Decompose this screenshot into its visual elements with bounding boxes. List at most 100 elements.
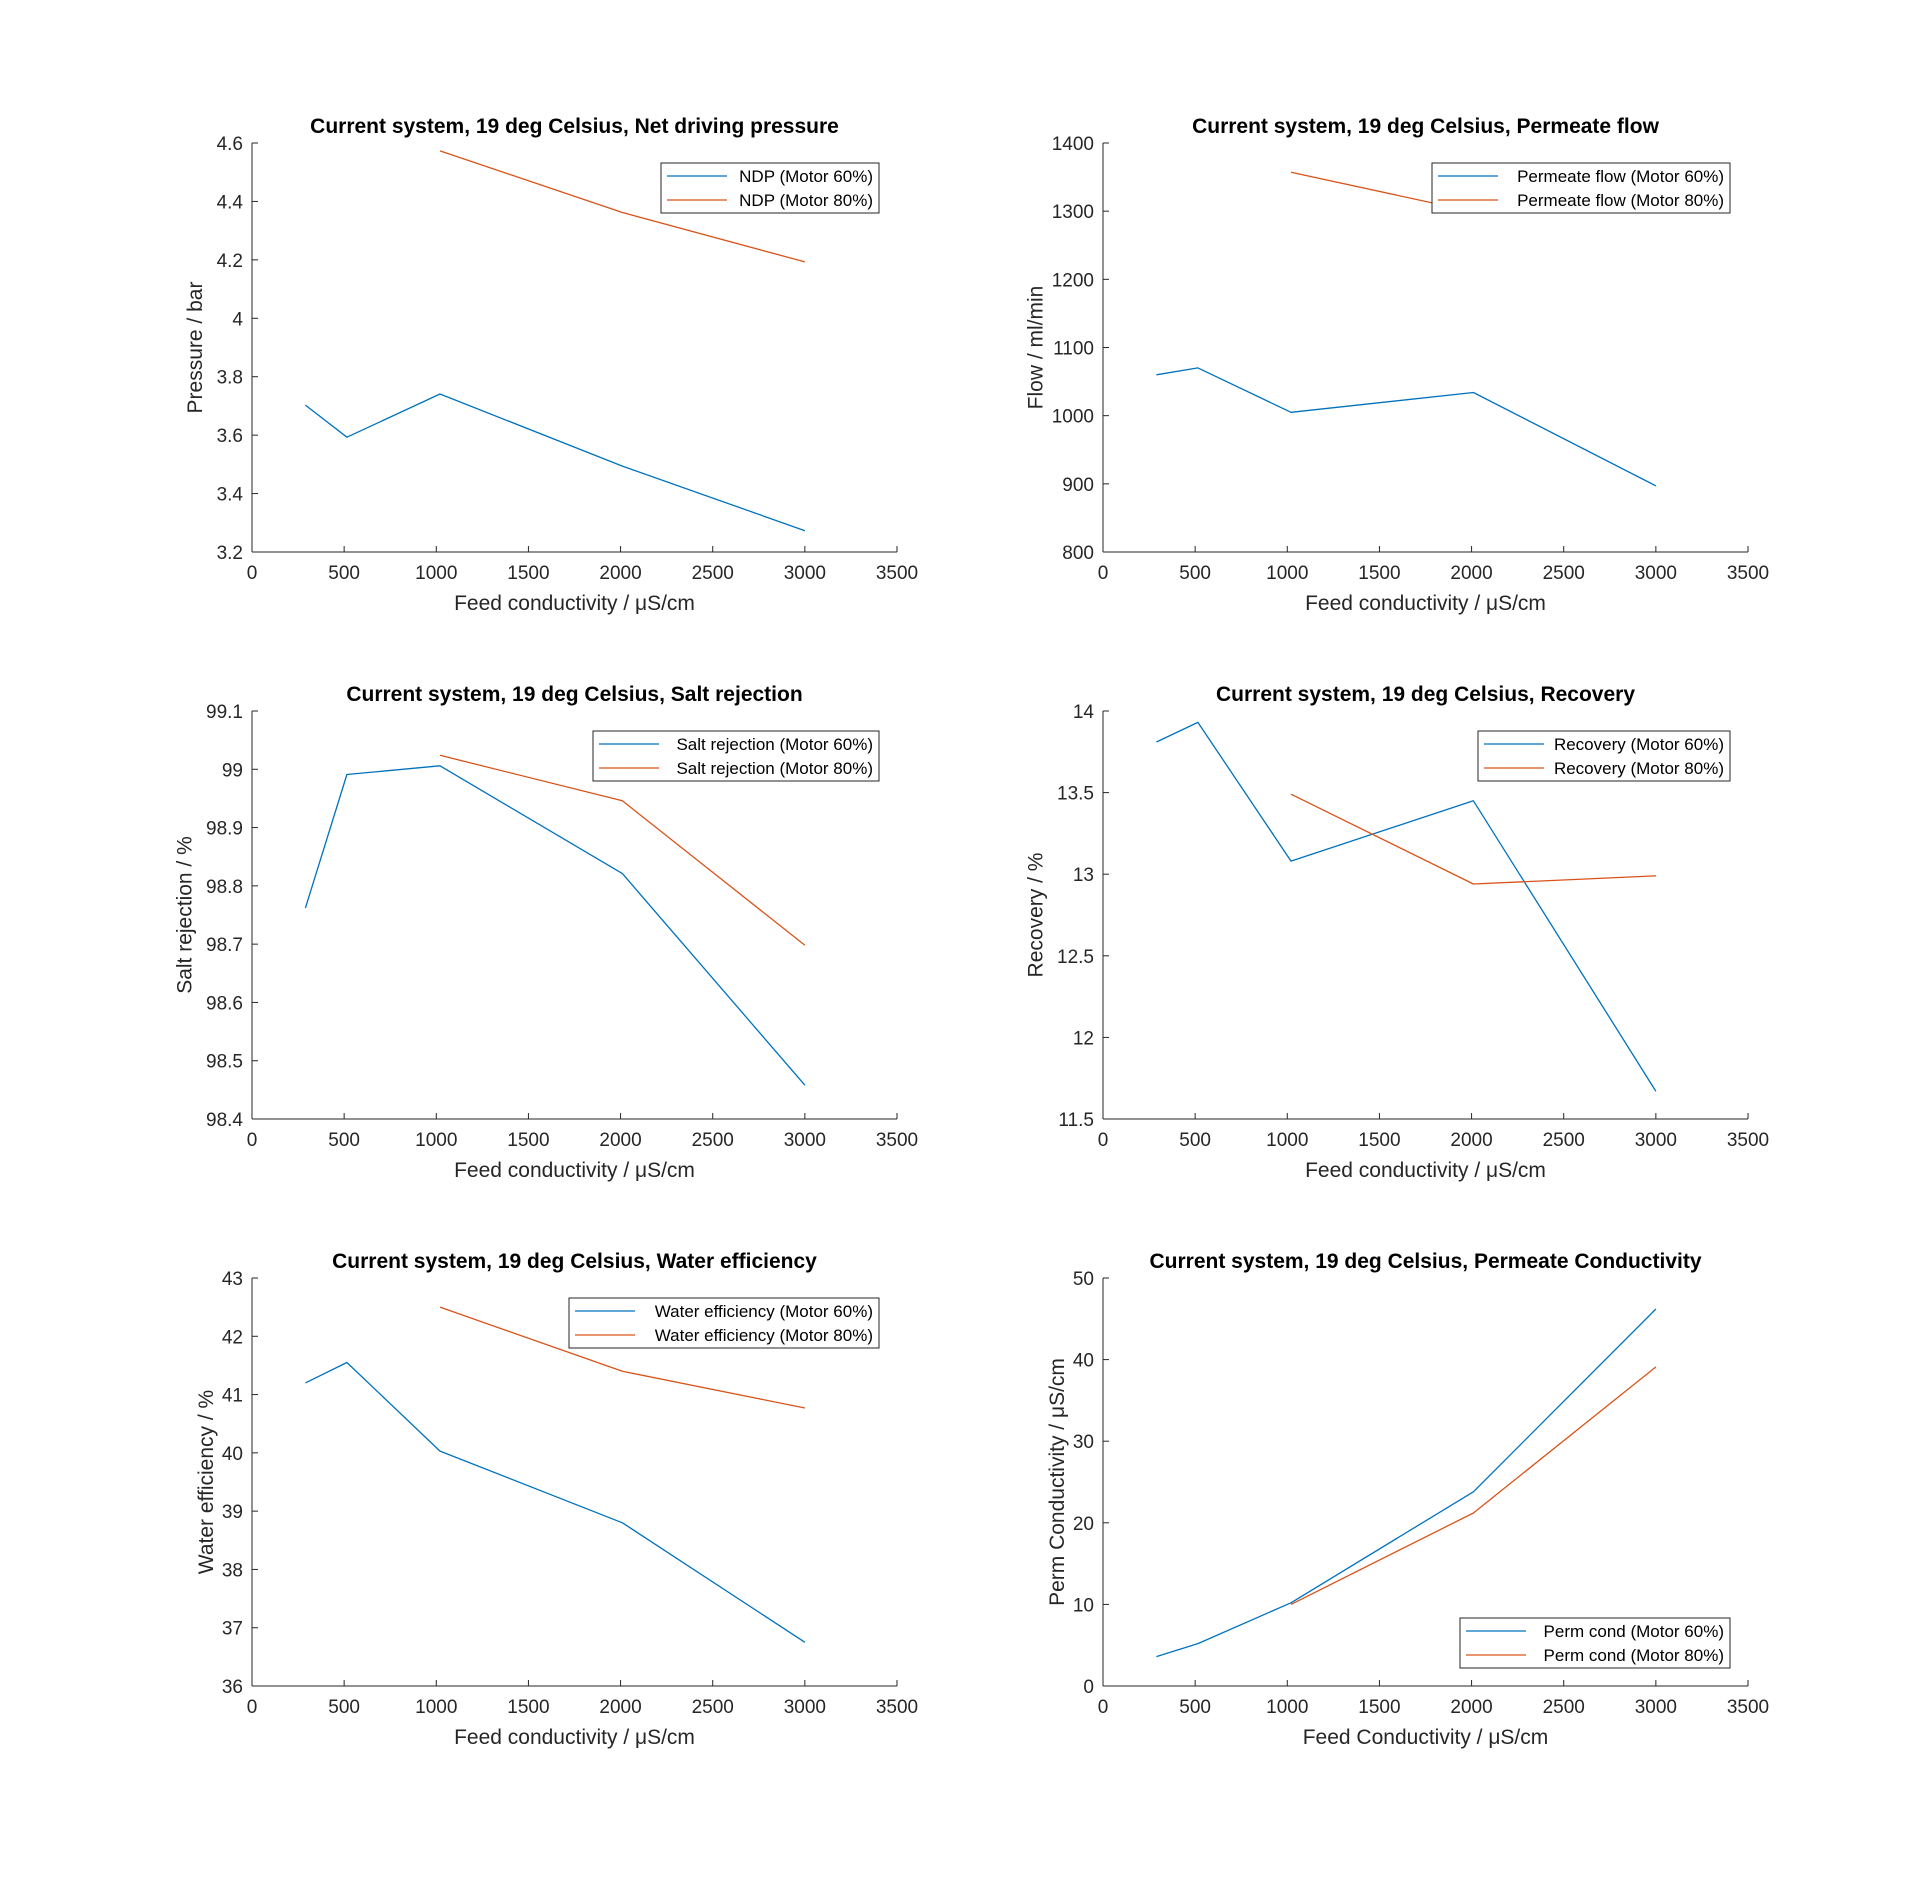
x-tick-label: 500 (328, 1130, 360, 1151)
legend-entry: NDP (Motor 80%) (739, 191, 873, 210)
series-line-2 (439, 754, 806, 946)
x-axis-label: Feed conductivity / μS/cm (454, 592, 695, 615)
series-line-2 (439, 150, 806, 263)
y-axis-label: Flow / ml/min (1025, 286, 1048, 410)
y-tick-label: 800 (1062, 543, 1094, 564)
legend-box (1459, 1617, 1731, 1669)
y-axis-label: Recovery / % (1025, 853, 1048, 978)
legend-entry: Recovery (Motor 60%) (1554, 735, 1724, 754)
y-tick-label: 39 (222, 1502, 243, 1523)
chart-panel-6: 0 500 1000 1500 2000 2500 3000 3500 0 10 20 30 40 50 C… (1046, 1250, 1769, 1749)
legend-entry: Perm cond (Motor 60%) (1544, 1622, 1724, 1641)
y-tick-label: 1000 (1052, 407, 1094, 428)
chart-panel-4: 0 500 1000 1500 2000 2500 3000 3500 11.5 12 12.5 13… (1025, 683, 1770, 1182)
legend: NDP (Motor 60%) NDP (Motor 80%) (660, 162, 880, 214)
x-tick-label: 500 (328, 563, 360, 584)
x-tick-label: 2000 (1450, 563, 1492, 584)
x-tick-label: 1000 (1266, 563, 1308, 584)
x-tick-label: 3000 (784, 563, 826, 584)
x-tick-label: 3000 (1635, 563, 1677, 584)
legend-entry: Perm cond (Motor 80%) (1544, 1646, 1724, 1665)
x-tick-label: 3500 (1727, 563, 1769, 584)
y-tick-label: 37 (222, 1619, 243, 1640)
y-tick-label: 98.7 (206, 935, 243, 956)
x-tick-label: 0 (1098, 1697, 1109, 1718)
y-tick-label: 14 (1073, 702, 1095, 723)
y-tick-label: 98.8 (206, 877, 243, 898)
x-tick-label: 2500 (1543, 1697, 1585, 1718)
x-tick-label: 1500 (507, 1130, 549, 1151)
x-tick-label: 1500 (1358, 1130, 1400, 1151)
x-axis-label: Feed conductivity / μS/cm (1305, 592, 1546, 615)
x-tick-label: 1000 (415, 563, 457, 584)
legend: Permeate flow (Motor 60%) Permeate flow (… (1431, 162, 1731, 214)
chart-title: Current system, 19 deg Celsius, Permeate… (1192, 115, 1660, 138)
y-axis-label: Pressure / bar (184, 282, 207, 414)
x-tick-label: 1500 (507, 563, 549, 584)
series-line-1 (305, 1361, 806, 1643)
x-tick-label: 1500 (507, 1697, 549, 1718)
x-tick-label: 0 (247, 563, 258, 584)
chart-panel-1: 0 500 1000 1500 2000 2500 3000 3500 3.2 3.4 3.6 3.8… (184, 115, 918, 615)
legend-box (568, 1297, 880, 1349)
chart-panel-2: 0 500 1000 1500 2000 2500 3000 3500 800 900 1000 11… (1025, 115, 1770, 615)
chart-title: Current system, 19 deg Celsius, Salt rej… (346, 683, 802, 706)
y-tick-label: 20 (1073, 1514, 1094, 1535)
y-tick-label: 40 (1073, 1351, 1094, 1372)
y-tick-label: 4.6 (217, 134, 243, 155)
x-tick-label: 2500 (692, 563, 734, 584)
series-line-1 (1156, 1308, 1657, 1658)
y-tick-label: 99 (222, 760, 243, 781)
legend-box (660, 162, 880, 214)
x-tick-label: 0 (1098, 563, 1109, 584)
x-tick-label: 2500 (1543, 563, 1585, 584)
legend-entry: Permeate flow (Motor 80%) (1517, 191, 1724, 210)
series-line-1 (1156, 367, 1657, 487)
y-tick-label: 36 (222, 1677, 243, 1698)
y-tick-label: 1400 (1052, 134, 1094, 155)
chart-title: Current system, 19 deg Celsius, Water ef… (332, 1250, 817, 1273)
chart-panel-3: 0 500 1000 1500 2000 2500 3000 3500 98.4 98.5 98.6… (174, 683, 919, 1182)
y-tick-label: 3.2 (217, 543, 243, 564)
x-tick-label: 1000 (1266, 1130, 1308, 1151)
legend-entry: Salt rejection (Motor 80%) (676, 759, 873, 778)
y-tick-label: 3.6 (217, 426, 243, 447)
y-tick-label: 3.8 (217, 368, 243, 389)
y-axis-label: Water efficiency / % (195, 1390, 218, 1574)
x-axis-label: Feed Conductivity / μS/cm (1303, 1726, 1549, 1749)
x-tick-label: 2500 (692, 1697, 734, 1718)
y-tick-label: 30 (1073, 1432, 1094, 1453)
x-tick-label: 500 (1179, 1130, 1211, 1151)
series-line-2 (1290, 793, 1656, 885)
x-tick-label: 500 (1179, 1697, 1211, 1718)
x-tick-label: 500 (328, 1697, 360, 1718)
x-tick-label: 1000 (415, 1130, 457, 1151)
legend-box (1477, 730, 1731, 782)
x-tick-label: 0 (247, 1697, 258, 1718)
y-tick-label: 1200 (1052, 270, 1094, 291)
y-axis-label: Salt rejection / % (174, 836, 197, 994)
legend-box (1431, 162, 1731, 214)
y-tick-label: 40 (222, 1444, 243, 1465)
y-tick-label: 0 (1083, 1677, 1094, 1698)
y-tick-label: 13.5 (1057, 784, 1094, 805)
legend-entry: NDP (Motor 60%) (739, 167, 873, 186)
y-tick-label: 13 (1073, 865, 1094, 886)
y-tick-label: 38 (222, 1560, 243, 1581)
x-tick-label: 2500 (1543, 1130, 1585, 1151)
x-tick-label: 2000 (1450, 1697, 1492, 1718)
y-tick-label: 98.6 (206, 993, 243, 1014)
y-tick-label: 98.5 (206, 1052, 243, 1073)
y-tick-label: 1300 (1052, 202, 1094, 223)
series-line-1 (305, 393, 806, 532)
x-tick-label: 3500 (876, 1697, 918, 1718)
x-tick-label: 2000 (599, 1697, 641, 1718)
y-tick-label: 900 (1062, 475, 1094, 496)
x-tick-label: 3500 (876, 1130, 918, 1151)
x-axis-label: Feed conductivity / μS/cm (454, 1159, 695, 1182)
x-tick-label: 3000 (784, 1130, 826, 1151)
chart-title: Current system, 19 deg Celsius, Permeate… (1149, 1250, 1701, 1273)
x-tick-label: 3500 (1727, 1697, 1769, 1718)
y-tick-label: 42 (222, 1327, 243, 1348)
y-tick-label: 99.1 (206, 702, 243, 723)
